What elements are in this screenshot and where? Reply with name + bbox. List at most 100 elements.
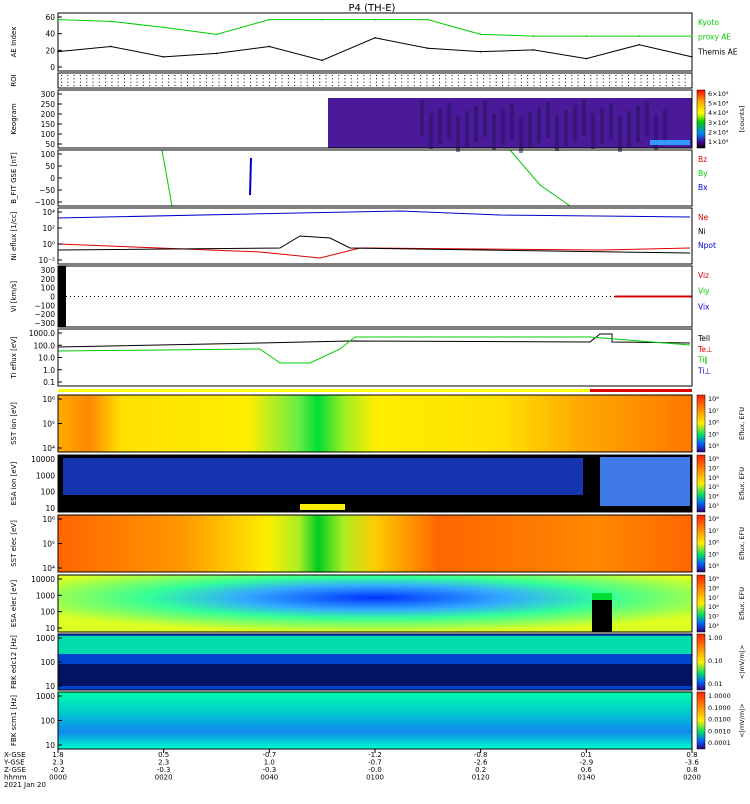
ti-tick-label: 10.0: [38, 354, 55, 363]
roi-dot: [401, 75, 403, 76]
roi-dot: [331, 81, 333, 83]
roi-dot: [73, 84, 75, 86]
xaxis-value: -0.7: [368, 759, 382, 767]
roi-dot: [457, 78, 459, 80]
roi-dot: [193, 78, 195, 80]
roi-dot: [155, 81, 157, 83]
roi-dot: [583, 78, 585, 80]
roi-dot: [565, 81, 566, 83]
roi-dot: [117, 75, 119, 76]
roi-dot: [640, 84, 642, 86]
roi-dot: [92, 78, 94, 80]
roi-dot: [571, 75, 573, 76]
roi-dot: [130, 78, 132, 80]
sst_e-tick-label: 10⁶: [42, 515, 55, 524]
roi-dot: [268, 75, 270, 76]
roi-dot: [439, 78, 440, 80]
keogram-streak: [438, 108, 442, 144]
panel-fbk_e: FBK edc12 [Hz] 1000 100 10: [10, 633, 693, 691]
roi-dot: [331, 75, 333, 76]
roi-dot: [678, 75, 680, 76]
roi-dot: [533, 75, 535, 76]
roi-dot: [413, 78, 415, 80]
roi-dot: [432, 78, 434, 80]
fbk_b-colorbar-tick: 0.0001: [708, 739, 731, 747]
roi-dot: [187, 78, 188, 80]
ae-legend-entry: Kyoto: [698, 18, 719, 27]
keogram-streak: [429, 113, 433, 149]
roi-dot: [439, 81, 440, 83]
roi-dot: [558, 75, 560, 76]
ae-point: [532, 35, 535, 37]
roi-dot: [464, 75, 466, 76]
roi-dot: [344, 81, 346, 83]
xaxis-value: 0.6: [581, 766, 593, 774]
ae-tick-label: 0: [50, 63, 55, 72]
roi-dot: [294, 78, 296, 80]
roi-dot: [168, 84, 170, 86]
ni-ylabel: Ni eflux [1/cc]: [10, 211, 18, 260]
fbk-edc-dark-band: [58, 664, 692, 686]
roi-dot: [426, 78, 428, 80]
roi-dot: [287, 75, 289, 76]
vi-content: [58, 266, 692, 327]
roi-dot: [117, 84, 119, 86]
roi-dot: [275, 81, 277, 83]
vi-legend-entry: Vix: [698, 302, 710, 311]
roi-dot: [634, 75, 636, 76]
keogram-streak: [501, 109, 505, 145]
esa_i-colorbar-unit: Eflux, EFU: [738, 467, 746, 500]
roi-dot: [628, 78, 629, 80]
vi-tick-label: 100: [41, 284, 56, 293]
roi-dot: [61, 78, 62, 80]
roi-dot: [193, 84, 195, 86]
roi-dot: [111, 75, 113, 76]
roi-dot: [212, 78, 214, 80]
roi-dot: [413, 84, 415, 86]
roi-dot: [527, 75, 529, 76]
roi-dot: [615, 75, 617, 76]
roi-dot: [457, 75, 459, 76]
esa_i-ylabel: ESA ion [eV]: [10, 462, 18, 506]
keogram-streak: [636, 106, 640, 142]
roi-dot: [306, 84, 308, 86]
roi-dot: [413, 75, 415, 76]
ae-tick-label: 20: [45, 46, 55, 55]
roi-dot: [325, 84, 327, 86]
vi-legend-entry: Viz: [698, 271, 709, 280]
roi-dot: [502, 78, 503, 80]
roi-dot: [268, 84, 270, 86]
sst-elec-spectrogram: [58, 515, 692, 572]
esa_e-colorbar-tick: 10⁵: [708, 613, 719, 621]
roi-dot: [565, 84, 566, 86]
roi-dot: [212, 81, 214, 83]
roi-dot: [136, 78, 138, 80]
roi-dot: [369, 78, 371, 80]
roi-dot: [79, 81, 81, 83]
roi-dot: [256, 81, 258, 83]
roi-dot: [281, 81, 283, 83]
xaxis-value: -1.2: [368, 751, 382, 759]
roi-dot: [187, 84, 188, 86]
roi-dot: [174, 75, 176, 76]
roi-dot: [602, 81, 604, 83]
xaxis-value: 0.2: [475, 766, 486, 774]
roi-dot: [653, 75, 655, 76]
ti-tick-label: 0.1: [43, 378, 55, 387]
ae-point: [215, 33, 218, 36]
roi-dot: [470, 75, 472, 76]
roi-dot: [546, 75, 548, 76]
xaxis-value: 2.3: [158, 759, 169, 767]
fbk-edc-band: [58, 636, 692, 654]
ae-point: [427, 47, 429, 49]
xaxis-value: -2.6: [474, 759, 488, 767]
roi-dot: [338, 84, 340, 86]
ni-tick-label: 10⁴: [42, 208, 55, 217]
ae-point: [374, 37, 376, 39]
roi-dot: [464, 84, 466, 86]
roi-dot: [256, 75, 258, 76]
roi-dot: [224, 84, 226, 86]
xaxis-value: -0.0: [368, 766, 382, 774]
roi-dot: [420, 75, 422, 76]
